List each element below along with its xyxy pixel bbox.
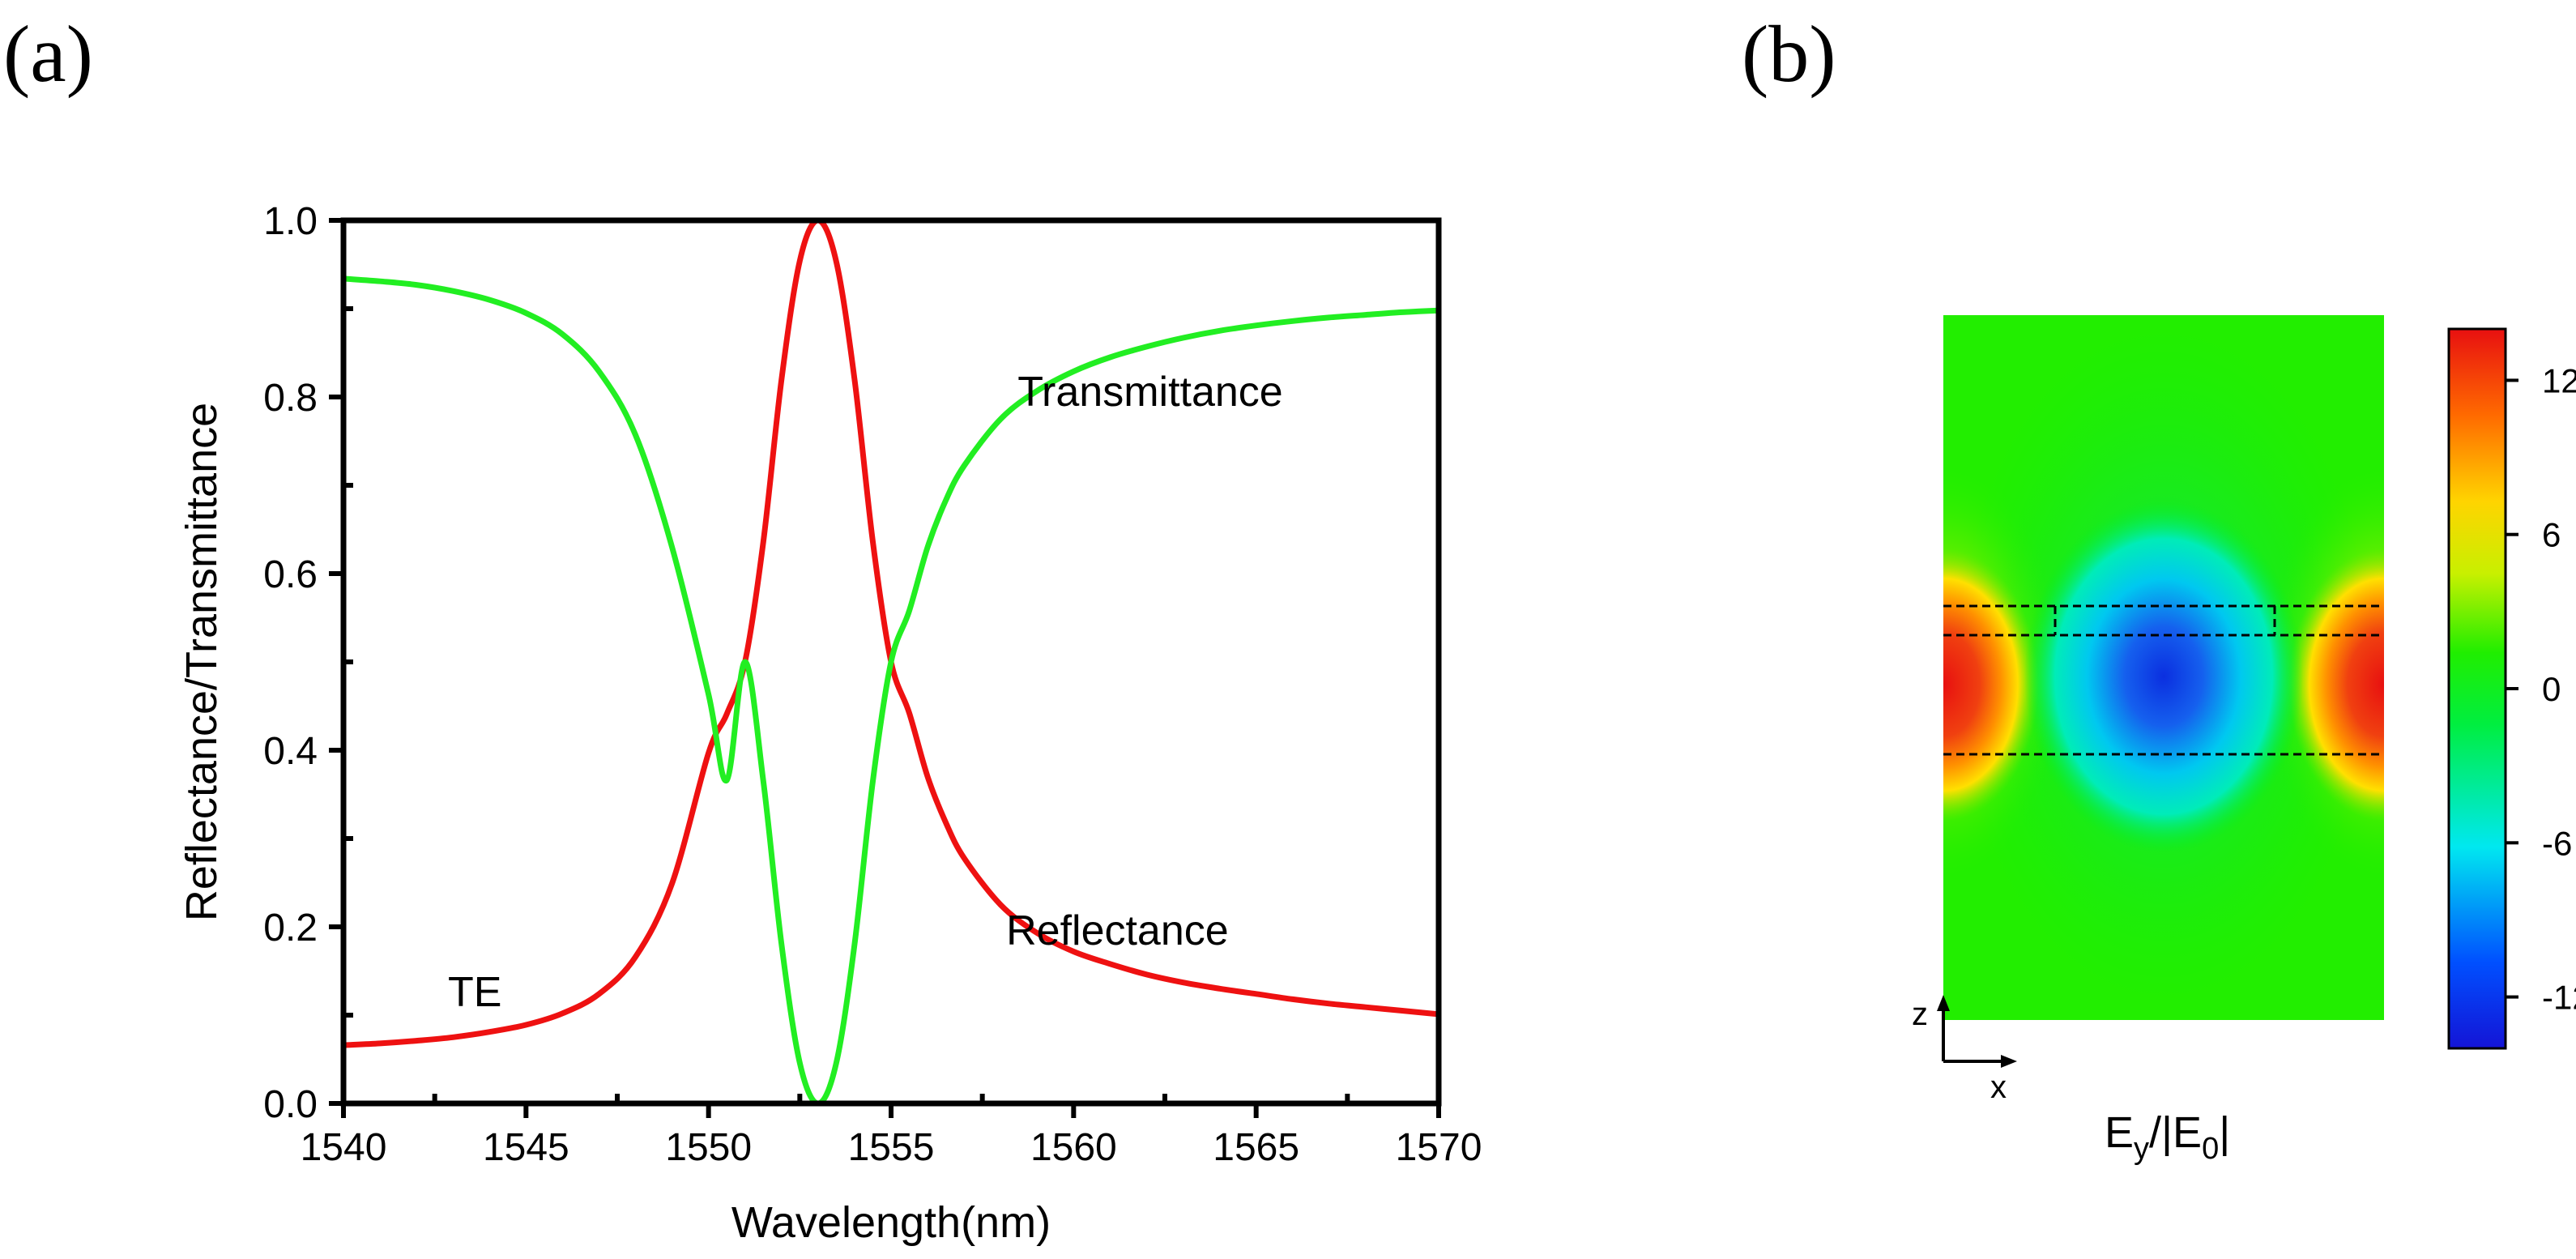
y-tick-label: 1.0 [263,200,318,243]
y-axis-label: Reflectance/Transmittance [177,403,226,921]
colorbar-ticks: -12 -6 0 6 12 [2506,361,2576,1017]
x-axis-label: Wavelength(nm) [731,1198,1051,1247]
colorbar-tick-label: 12 [2542,361,2576,399]
heatmap-right-lobe [2288,548,2384,821]
x-tick-label: 1545 [483,1126,569,1169]
x-tick-label: 1550 [665,1126,752,1169]
series-line-reflectance [343,220,1439,1048]
x-arrow-head [2001,1055,2017,1068]
x-tick-label: 1540 [301,1126,387,1169]
annotations: TE Transmittance Reflectance [448,369,1283,1016]
x-axis-label-b: x [1990,1069,2007,1105]
x-tick-label: 1560 [1030,1126,1117,1169]
field-label-mid: /|E [2149,1108,2202,1157]
field-label-sub-0: 0 [2202,1132,2219,1166]
field-label: Ey/|E0| [2105,1108,2230,1166]
annotation-reflectance: Reflectance [1006,907,1229,954]
y-tick-label: 0.6 [263,553,318,596]
axis-ticks [329,218,1441,1118]
field-label-sub-y: y [2134,1132,2149,1166]
x-tick-label: 1570 [1396,1126,1482,1169]
panel-b-label: (b) [1742,9,1836,99]
annotation-te: TE [448,969,501,1016]
colorbar-tick-label: 0 [2542,670,2561,708]
x-tick-label: 1565 [1213,1126,1299,1169]
series-group [343,220,1439,1103]
heatmap-clip-group [1943,315,2384,1020]
colorbar-tick-label: -6 [2542,824,2572,862]
colorbar-tick-label: -12 [2542,979,2576,1017]
structure-outline [1943,604,2384,756]
z-axis-label: z [1912,997,1928,1032]
field-label-end: | [2219,1108,2230,1157]
panel-a-label: (a) [3,9,93,99]
y-tick-label: 0.4 [263,730,318,773]
x-tick-label: 1555 [848,1126,935,1169]
heatmap-left-lobe [1943,548,2039,821]
series-line-transmittance [343,275,1439,1103]
y-tick-label: 0.8 [263,377,318,420]
annotation-transmittance: Transmittance [1017,369,1283,416]
field-heatmap: z x Ey/|E0| -12 -6 0 6 12 [1912,315,2576,1166]
tick-labels: 1540 1545 1550 1555 1560 1565 1570 0.0 0.2 0.4 0.6… [263,200,1482,1169]
heatmap-center-lobe [2024,500,2303,853]
y-tick-label: 0.2 [263,907,318,950]
y-tick-label: 0.0 [263,1083,318,1126]
line-chart: 1540 1545 1550 1555 1560 1565 1570 0.0 0.2 0.4 0.6… [177,200,1482,1247]
z-arrow-head [1937,995,1950,1011]
colorbar-tick-label: 6 [2542,516,2561,554]
colorbar [2447,327,2507,1050]
axes-indicator [1937,995,2017,1068]
